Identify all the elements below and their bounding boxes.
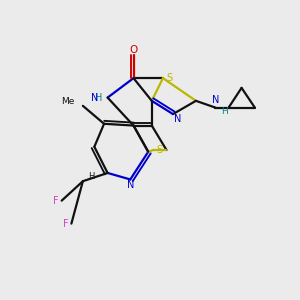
- Text: N: N: [212, 95, 219, 105]
- Text: N: N: [127, 180, 134, 190]
- Text: Me: Me: [61, 97, 75, 106]
- Text: O: O: [129, 45, 138, 55]
- Text: H: H: [88, 172, 94, 181]
- Text: N: N: [174, 114, 181, 124]
- Text: N: N: [92, 93, 99, 103]
- Text: H: H: [95, 93, 103, 103]
- Text: F: F: [53, 196, 58, 206]
- Text: F: F: [63, 219, 68, 229]
- Text: S: S: [167, 73, 172, 83]
- Text: S: S: [157, 145, 163, 155]
- Text: H: H: [221, 106, 228, 116]
